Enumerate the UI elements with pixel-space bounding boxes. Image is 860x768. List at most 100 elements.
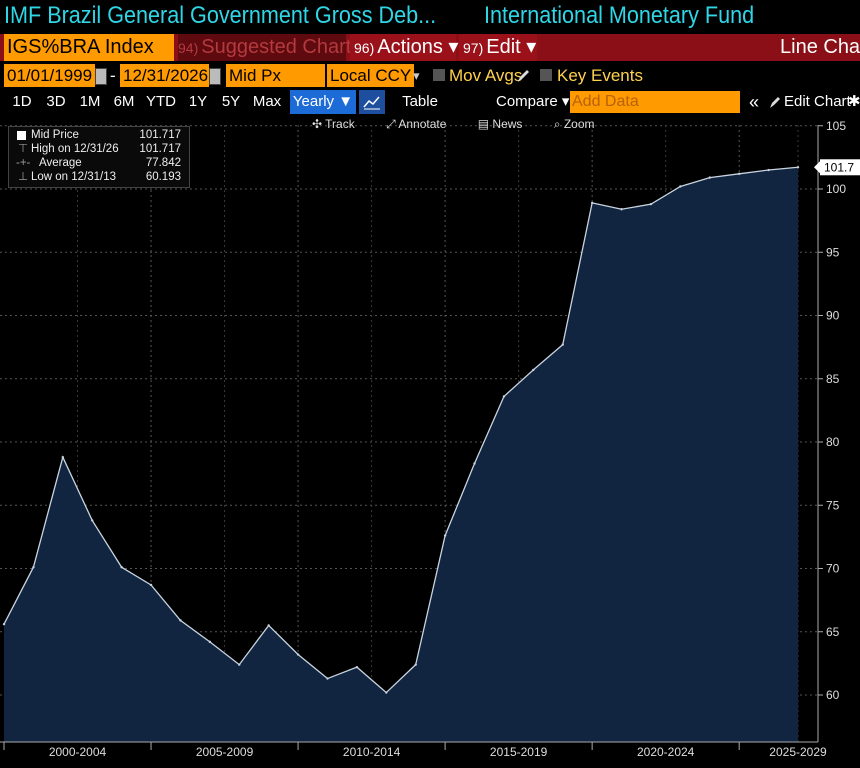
last-value-badge: [820, 159, 860, 176]
last-value-pointer: [814, 161, 820, 174]
range-5y-button[interactable]: 5Y: [221, 93, 241, 110]
data-point: [326, 677, 329, 680]
data-point: [679, 185, 682, 188]
suggested-charts-button[interactable]: 94) Suggested Charts: [178, 34, 361, 61]
table-button[interactable]: Table: [402, 93, 438, 110]
date-dash: -: [110, 66, 116, 85]
series-area: [4, 167, 798, 742]
data-point: [590, 201, 594, 205]
calendar-icon[interactable]: [95, 68, 107, 85]
data-point: [796, 166, 800, 169]
chart-tools: ✣ Track ⤢ Annotate ▤ News ⌕ Zoom: [312, 117, 623, 132]
key-events-label[interactable]: Key Events: [557, 66, 643, 85]
security-title: IMF Brazil General Government Gross Deb.…: [4, 2, 437, 29]
pencil-icon[interactable]: [516, 68, 530, 84]
data-point: [149, 583, 153, 587]
series-line: [3, 166, 799, 694]
compare-menu[interactable]: Compare ▾: [496, 93, 570, 110]
data-point: [502, 395, 506, 398]
actions-menu[interactable]: 96) Actions ▾: [350, 34, 458, 61]
currency-select[interactable]: Local CCY: [327, 64, 414, 87]
last-value-label: 101.7: [824, 160, 854, 174]
data-point: [61, 455, 65, 459]
y-tick-label: 80: [826, 435, 840, 449]
ticker-field[interactable]: IGS%BRA Index: [4, 34, 174, 61]
data-point: [473, 462, 476, 465]
y-tick-label: 100: [826, 182, 846, 196]
x-tick-label: 2005-2009: [196, 745, 254, 759]
date-range-toolbar: 01/01/1999 - 12/31/2026 Mid Px Local CCY…: [0, 64, 860, 88]
y-tick-label: 90: [826, 309, 840, 323]
x-tick-label: 2015-2019: [490, 745, 548, 759]
track-button[interactable]: ✣ Track: [312, 117, 355, 131]
data-point: [708, 176, 711, 179]
range-max-button[interactable]: Max: [252, 93, 282, 110]
data-point: [296, 653, 300, 656]
x-axis: 2000-2004 2005-2009 2010-2014 2015-2019 2020…: [0, 741, 827, 759]
chart-area: [2, 166, 800, 742]
data-point: [91, 519, 94, 522]
y-tick-label: 85: [826, 372, 840, 386]
edit-menu[interactable]: 97) Edit ▾: [459, 34, 537, 61]
y-tick-label: 65: [826, 625, 840, 639]
data-point: [561, 343, 564, 346]
series-swatch-icon: [17, 131, 26, 140]
start-date-field[interactable]: 01/01/1999: [4, 64, 95, 87]
data-point: [2, 622, 6, 626]
data-point: [737, 172, 741, 176]
end-date-field[interactable]: 12/31/2026: [120, 64, 209, 87]
data-point: [443, 534, 447, 537]
title-bar: IMF Brazil General Government Gross Deb.…: [0, 0, 860, 33]
data-point: [208, 640, 212, 644]
edit-chart-button[interactable]: Edit Chart: [784, 93, 851, 110]
news-button[interactable]: ▤ News: [477, 117, 523, 131]
data-point: [32, 566, 35, 569]
pencil-icon[interactable]: [768, 95, 782, 110]
x-tick-label: 2020-2024: [637, 745, 695, 759]
periodicity-toolbar: 1D 3D 1M 6M YTD 1Y 5Y Max Yearly ▼ Table…: [0, 90, 860, 114]
source-title: International Monetary Fund: [484, 2, 755, 29]
data-point: [767, 168, 770, 172]
data-point: [355, 665, 359, 669]
settings-icon[interactable]: ✱: [848, 93, 860, 110]
data-point: [238, 663, 241, 666]
periodicity-select[interactable]: Yearly ▼: [290, 90, 356, 114]
add-data-input[interactable]: Add Data: [570, 91, 740, 113]
data-point: [620, 208, 623, 211]
y-tick-label: 75: [826, 498, 840, 512]
y-tick-label: 95: [826, 245, 840, 259]
range-6m-button[interactable]: 6M: [113, 93, 135, 110]
y-tick-label: 105: [826, 119, 846, 133]
data-point: [385, 691, 388, 694]
data-point: [120, 566, 123, 569]
mov-avgs-checkbox[interactable]: [433, 69, 445, 81]
calendar-icon[interactable]: [209, 68, 221, 85]
chart-type-label: Line Chart: [780, 36, 860, 58]
data-point: [532, 368, 535, 372]
high-marker-icon: ⊤: [18, 143, 29, 155]
x-tick-label: 2010-2014: [343, 745, 401, 759]
zoom-button[interactable]: ⌕ Zoom: [553, 117, 595, 131]
range-1m-button[interactable]: 1M: [79, 93, 101, 110]
y-tick-label: 60: [826, 688, 840, 702]
chart-legend: Mid Price 101.717 ⊤ High on 12/31/26 101…: [8, 126, 190, 188]
x-tick-label: 2025-2029: [769, 745, 827, 759]
range-1y-button[interactable]: 1Y: [188, 93, 208, 110]
line-chart-icon[interactable]: [359, 90, 385, 114]
price-field-select[interactable]: Mid Px: [226, 64, 325, 87]
collapse-icon[interactable]: «: [748, 92, 759, 112]
annotate-button[interactable]: ⤢ Annotate: [386, 117, 447, 131]
range-3d-button[interactable]: 3D: [46, 93, 66, 110]
y-tick-label: 70: [826, 562, 840, 576]
currency-dropdown-icon[interactable]: ▾: [413, 68, 420, 83]
range-1d-button[interactable]: 1D: [12, 93, 32, 110]
data-point: [649, 202, 653, 206]
mov-avgs-label[interactable]: Mov Avgs: [449, 66, 523, 85]
key-events-checkbox[interactable]: [540, 69, 552, 81]
x-tick-label: 2000-2004: [49, 745, 107, 759]
data-point: [179, 619, 182, 622]
range-ytd-button[interactable]: YTD: [146, 93, 176, 110]
average-marker-icon: -+-: [16, 157, 31, 169]
y-axis: 60 65 70 75 80 85 90 95 100 105 101.7: [814, 119, 860, 742]
